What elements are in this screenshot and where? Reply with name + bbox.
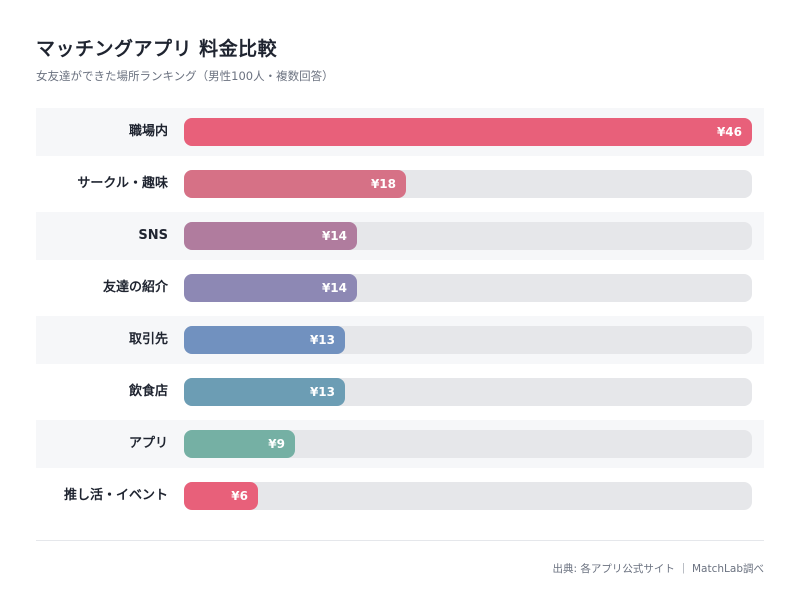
chart-subtitle: 女友達ができた場所ランキング（男性100人・複数回答） <box>36 69 334 83</box>
bar: ¥46 <box>184 118 752 146</box>
bar-track: ¥6 <box>184 482 752 510</box>
bar-track: ¥46 <box>184 118 752 146</box>
chart-title: マッチングアプリ 料金比較 <box>36 38 278 60</box>
bar: ¥13 <box>184 326 345 354</box>
bar-row: 取引先 ¥13 <box>36 316 764 364</box>
bar-row: 飲食店 ¥13 <box>36 368 764 416</box>
bar: ¥14 <box>184 274 357 302</box>
value-label: ¥6 <box>231 489 248 503</box>
category-label: アプリ <box>128 436 168 451</box>
value-label: ¥46 <box>716 125 742 139</box>
category-label: SNS <box>138 228 168 243</box>
category-label: 推し活・イベント <box>63 488 168 503</box>
bar: ¥14 <box>184 222 357 250</box>
bar-track: ¥13 <box>184 326 752 354</box>
bar-row: 職場内 ¥46 <box>36 108 764 156</box>
category-label: 飲食店 <box>128 384 168 399</box>
bar-row: サークル・趣味 ¥18 <box>36 160 764 208</box>
bar-row: SNS ¥14 <box>36 212 764 260</box>
category-label: サークル・趣味 <box>77 176 168 191</box>
bar-track: ¥18 <box>184 170 752 198</box>
category-label: 友達の紹介 <box>102 280 168 295</box>
bar-track: ¥13 <box>184 378 752 406</box>
category-label: 職場内 <box>128 124 168 139</box>
footer-divider <box>36 540 764 541</box>
bar: ¥9 <box>184 430 295 458</box>
bar-chart: 職場内 ¥46 サークル・趣味 ¥18 SNS ¥14 友達の紹介 ¥14 取引先 ¥13 飲食店 ¥… <box>36 108 764 524</box>
bar-row: アプリ ¥9 <box>36 420 764 468</box>
source-note: 出典: 各アプリ公式サイト ｜ MatchLab調べ <box>552 563 764 575</box>
value-label: ¥13 <box>309 385 335 399</box>
value-label: ¥14 <box>321 281 347 295</box>
bar: ¥6 <box>184 482 258 510</box>
bar: ¥13 <box>184 378 345 406</box>
bar-track: ¥14 <box>184 222 752 250</box>
category-label: 取引先 <box>128 332 168 347</box>
bar-track: ¥14 <box>184 274 752 302</box>
value-label: ¥18 <box>370 177 396 191</box>
bar-row: 推し活・イベント ¥6 <box>36 472 764 520</box>
bar: ¥18 <box>184 170 406 198</box>
bar-row: 友達の紹介 ¥14 <box>36 264 764 312</box>
value-label: ¥14 <box>321 229 347 243</box>
value-label: ¥9 <box>268 437 285 451</box>
bar-track: ¥9 <box>184 430 752 458</box>
value-label: ¥13 <box>309 333 335 347</box>
